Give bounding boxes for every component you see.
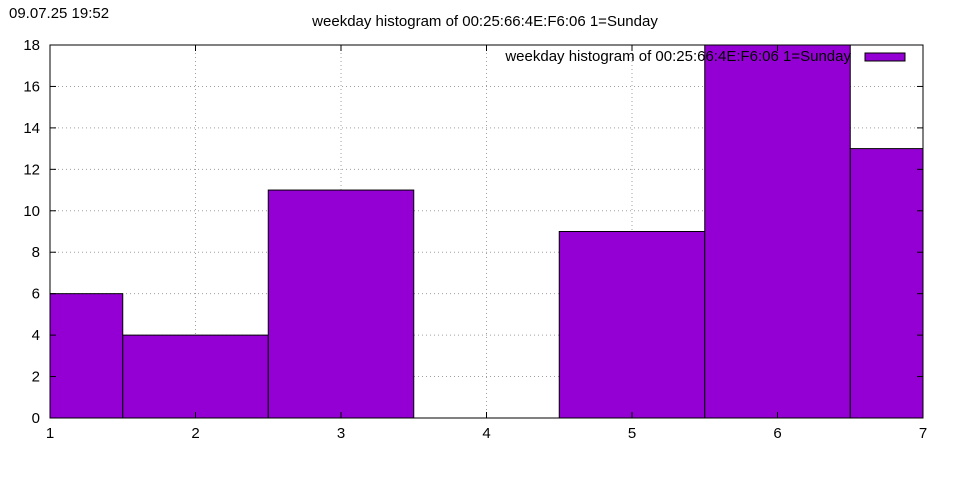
y-tick-label: 14 [23,120,40,137]
histogram-bar [49,293,124,419]
x-tick-label: 1 [46,425,54,442]
histogram-bar [267,189,415,419]
chart-title: weekday histogram of 00:25:66:4E:F6:06 1… [311,13,658,30]
x-tick-label: 3 [337,425,345,442]
timestamp: 09.07.25 19:52 [9,5,109,22]
legend: weekday histogram of 00:25:66:4E:F6:06 1… [504,48,906,65]
legend-swatch [864,52,906,62]
histogram-bar [558,231,706,419]
y-tick-label: 0 [32,410,40,427]
y-tick-label: 2 [32,369,40,386]
bars [49,44,924,419]
y-tick-label: 4 [32,327,40,344]
histogram-bar [704,44,851,419]
x-tick-label: 5 [628,425,636,442]
y-tick-label: 16 [23,78,40,95]
x-tick-label: 4 [482,425,490,442]
y-tick-label: 18 [23,37,40,54]
y-tick-label: 6 [32,286,40,303]
histogram-bar [849,148,924,419]
y-tick-label: 12 [23,161,40,178]
grid [50,45,923,418]
legend-label: weekday histogram of 00:25:66:4E:F6:06 1… [504,48,851,65]
x-tick-label: 7 [919,425,927,442]
x-tick-label: 6 [773,425,781,442]
y-tick-label: 10 [23,203,40,220]
y-tick-label: 8 [32,244,40,261]
x-tick-label: 2 [191,425,199,442]
histogram-bar [122,334,269,419]
